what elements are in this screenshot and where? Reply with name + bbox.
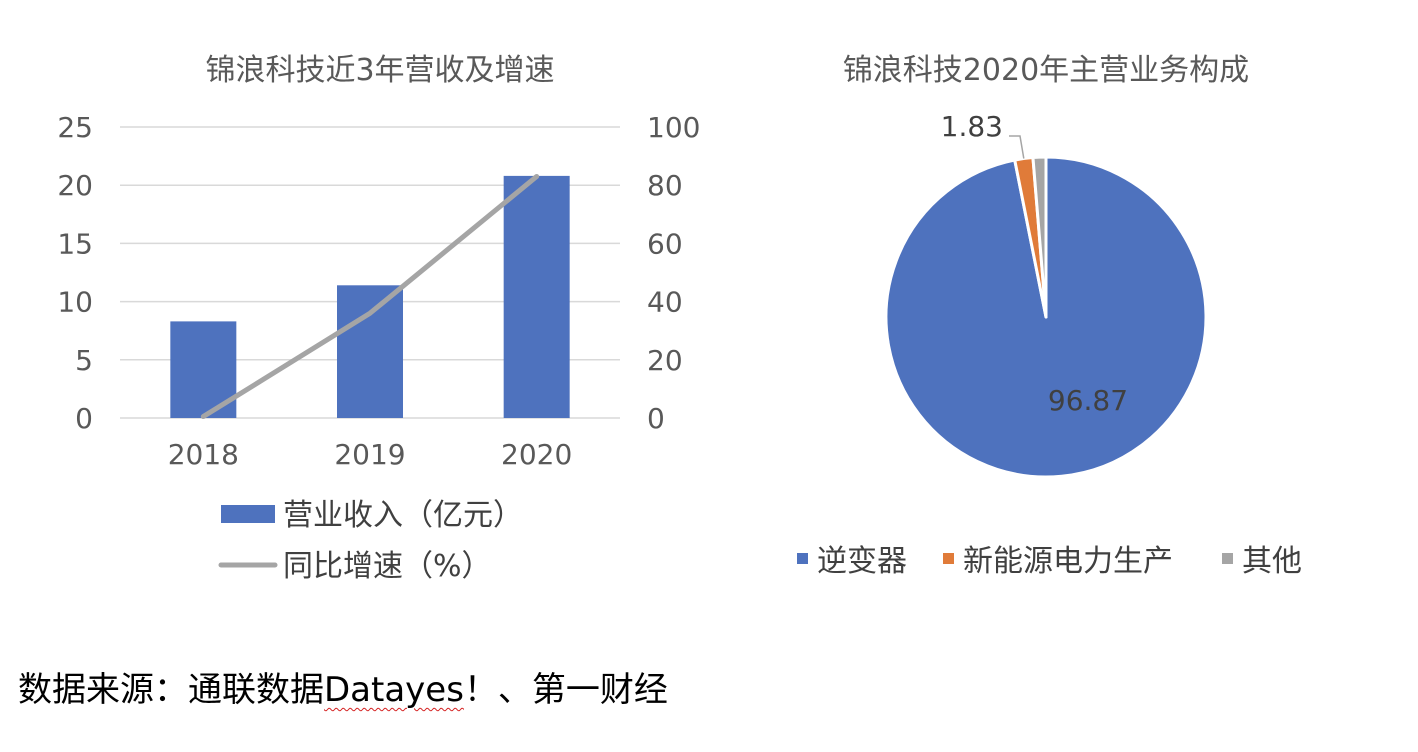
pie-labels: 96.87 1.83 xyxy=(941,110,1128,417)
bar-chart-title: 锦浪科技近3年营收及增速 xyxy=(205,53,554,88)
x-tick-label: 2020 xyxy=(501,438,572,471)
y2-tick-label: 40 xyxy=(647,286,683,319)
source-datayes: Datayes xyxy=(324,670,464,710)
pie-label-inverter: 96.87 xyxy=(1048,384,1128,417)
legend-label-revenue: 营业收入（亿元） xyxy=(283,498,523,533)
source-prefix: 数据来源：通联数据 xyxy=(18,670,324,710)
legend-label-growth: 同比增速（%） xyxy=(283,549,492,584)
source-suffix: ！、第一财经 xyxy=(463,670,668,710)
y2-tick-label: 20 xyxy=(647,344,683,377)
pie-legend-label-1: 新能源电力生产 xyxy=(963,544,1173,579)
x-tick-label: 2018 xyxy=(168,438,239,471)
line-series xyxy=(200,173,540,420)
bar-2020 xyxy=(503,175,570,418)
pie-legend-label-2: 其他 xyxy=(1242,544,1302,579)
pie-slice-2 xyxy=(1031,155,1048,319)
pie-legend-label-0: 逆变器 xyxy=(817,544,907,579)
bar-chart-legend: 营业收入（亿元） 同比增速（%） xyxy=(218,498,523,584)
pie-legend-swatch-0 xyxy=(797,553,808,564)
bar-chart-left-axis: 0 5 10 15 20 25 xyxy=(57,111,93,435)
bar-chart-x-axis: 2018 2019 2020 xyxy=(168,438,573,471)
bar-2019 xyxy=(337,285,403,418)
y-tick-label: 0 xyxy=(75,402,93,435)
y2-tick-label: 0 xyxy=(647,402,665,435)
y2-tick-label: 100 xyxy=(647,111,700,144)
y2-tick-label: 60 xyxy=(647,227,683,260)
x-tick-label: 2019 xyxy=(334,438,405,471)
y-tick-label: 10 xyxy=(57,286,93,319)
y-tick-label: 15 xyxy=(57,227,93,260)
pie-chart-title: 锦浪科技2020年主营业务构成 xyxy=(843,53,1249,88)
bar-chart-right-axis: 0 20 40 60 80 100 xyxy=(647,111,700,435)
pie-chart-legend: 逆变器 新能源电力生产 其他 xyxy=(797,544,1302,579)
pie-legend-swatch-2 xyxy=(1222,553,1233,564)
y2-tick-label: 80 xyxy=(647,169,683,202)
source-note: 数据来源：通联数据Datayes！、第一财经 xyxy=(18,662,668,711)
pie-leader-line xyxy=(1009,135,1025,159)
y-tick-label: 5 xyxy=(75,344,93,377)
legend-swatch-revenue xyxy=(221,505,275,523)
bar-series xyxy=(170,175,570,418)
y-tick-label: 25 xyxy=(57,111,93,144)
pie-label-power: 1.83 xyxy=(941,110,1003,143)
pie-legend-swatch-1 xyxy=(943,553,954,564)
y-tick-label: 20 xyxy=(57,169,93,202)
pie-slices xyxy=(884,155,1208,479)
